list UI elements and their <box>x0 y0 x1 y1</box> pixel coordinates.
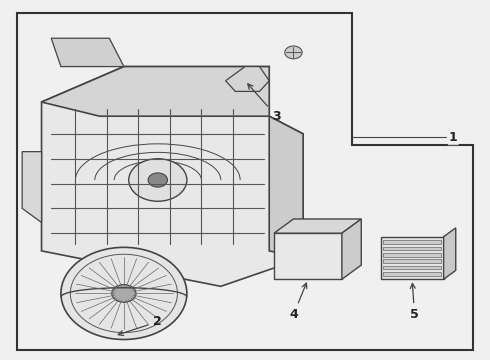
Circle shape <box>148 173 168 187</box>
Text: 1: 1 <box>449 131 458 144</box>
Polygon shape <box>342 219 361 279</box>
Polygon shape <box>42 67 303 286</box>
Bar <box>383 266 441 269</box>
Bar <box>383 260 441 263</box>
Bar <box>383 253 441 257</box>
Bar <box>381 237 443 279</box>
Circle shape <box>61 247 187 339</box>
Text: 2: 2 <box>118 315 162 336</box>
Bar <box>383 247 441 250</box>
Circle shape <box>112 284 136 302</box>
Text: 3: 3 <box>248 84 281 123</box>
Polygon shape <box>225 67 269 91</box>
Polygon shape <box>42 67 269 116</box>
Bar <box>274 233 342 279</box>
Text: 5: 5 <box>410 283 419 321</box>
Circle shape <box>129 159 187 201</box>
Polygon shape <box>443 228 456 279</box>
Bar <box>383 240 441 244</box>
Polygon shape <box>269 116 303 258</box>
Polygon shape <box>274 219 361 233</box>
Polygon shape <box>51 38 124 67</box>
Text: 4: 4 <box>289 283 307 321</box>
Circle shape <box>285 46 302 59</box>
Bar <box>383 272 441 276</box>
Polygon shape <box>22 152 42 222</box>
